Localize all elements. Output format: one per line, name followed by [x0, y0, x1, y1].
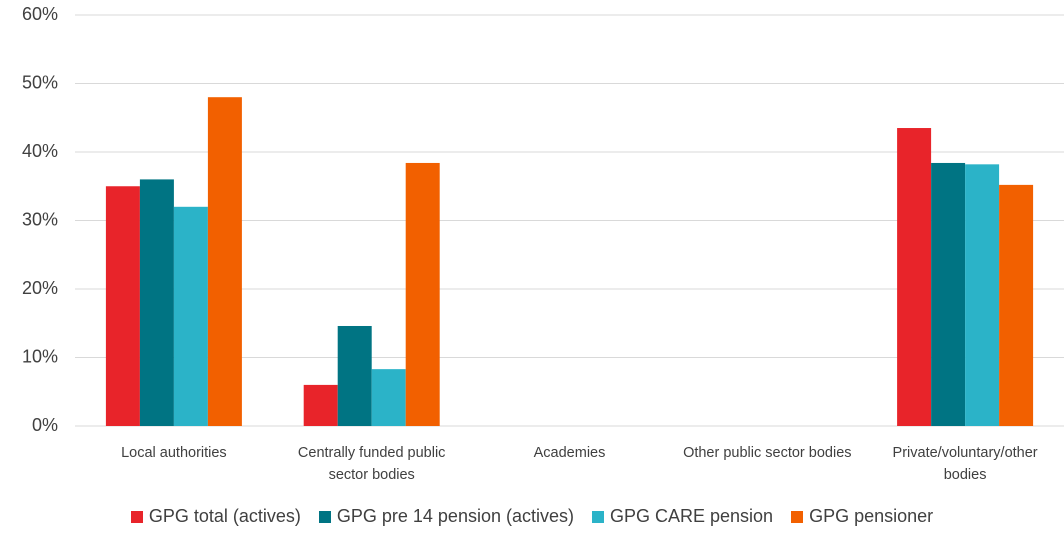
legend-swatch — [791, 510, 804, 523]
bar — [897, 128, 932, 426]
legend-item: GPG pre 14 pension (actives) — [318, 506, 574, 527]
legend-label: GPG CARE pension — [610, 506, 774, 526]
bar — [337, 325, 372, 426]
legend-label: GPG pre 14 pension (actives) — [336, 506, 574, 526]
legend-swatch — [318, 510, 331, 523]
legend-item: GPG total (actives) — [130, 506, 301, 527]
x-tick-label: Other public sector bodies — [683, 445, 852, 461]
x-tick-label: Academies — [533, 445, 606, 461]
bar — [173, 206, 208, 426]
legend-item: GPG CARE pension — [592, 506, 773, 527]
bar — [999, 184, 1034, 426]
x-tick-label: Local authorities — [121, 445, 227, 461]
bar — [965, 164, 1000, 426]
legend-swatch — [130, 510, 143, 523]
bar — [139, 179, 174, 426]
y-tick-label: 30% — [22, 209, 58, 229]
legend-swatch — [592, 510, 604, 523]
y-tick-label: 20% — [22, 278, 58, 298]
legend: GPG total (actives) GPG pre 14 pension (a… — [0, 506, 1064, 527]
y-tick-label: 40% — [22, 141, 58, 161]
bar — [931, 162, 966, 426]
legend-label: GPG total (actives) — [148, 506, 301, 526]
y-tick-label: 50% — [22, 72, 58, 92]
bar — [207, 97, 242, 426]
y-tick-label: 0% — [32, 415, 58, 435]
x-tick-label: Centrally funded public sector bodies — [297, 445, 446, 483]
y-tick-label: 60% — [22, 4, 58, 24]
x-tick-label: Private/voluntary/other bodies — [892, 445, 1038, 483]
bar — [371, 369, 406, 426]
legend-label: GPG pensioner — [809, 506, 934, 526]
bar — [105, 186, 140, 426]
y-tick-label: 10% — [22, 346, 58, 366]
legend-item: GPG pensioner — [791, 506, 933, 527]
bar — [405, 162, 440, 426]
bar — [303, 384, 338, 426]
